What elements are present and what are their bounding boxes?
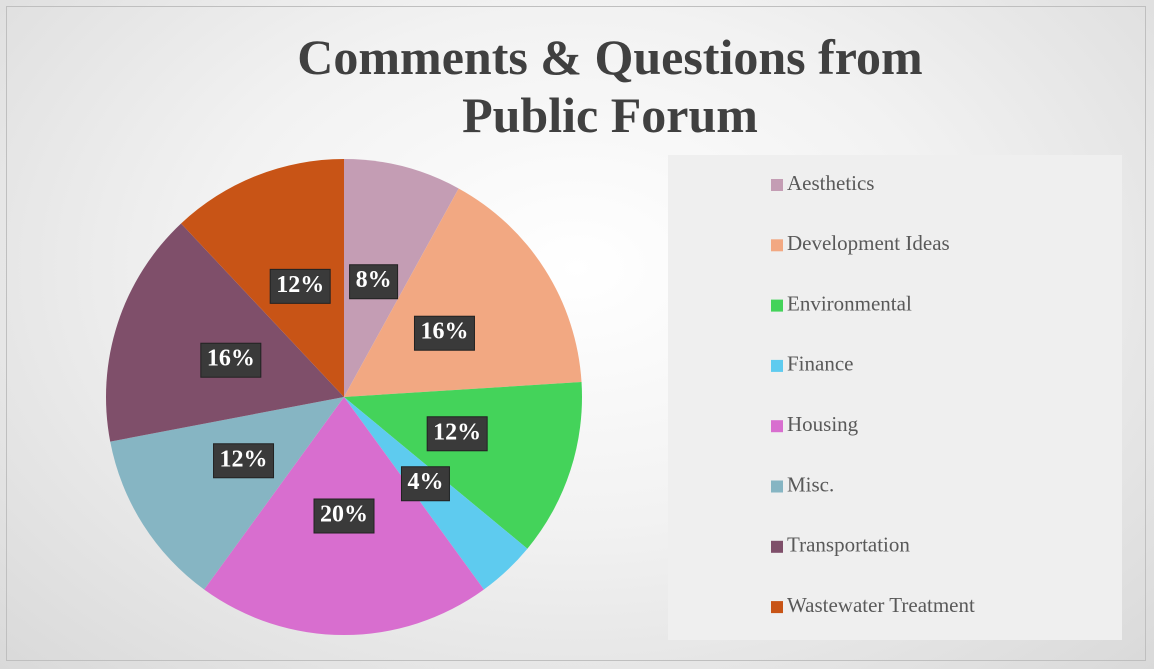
legend-swatch xyxy=(771,480,783,493)
legend-swatch xyxy=(771,601,783,614)
legend-swatch xyxy=(771,239,783,252)
data-label-box xyxy=(213,443,275,479)
data-label: 8% xyxy=(356,267,392,293)
pie-slice xyxy=(344,159,459,397)
data-label-box xyxy=(400,466,450,502)
data-label-box xyxy=(349,264,399,300)
chart-title: Comments & Questions from Public Forum xyxy=(297,29,923,143)
chart-border xyxy=(6,6,1146,661)
data-label-box xyxy=(200,342,262,378)
legend-label: Environmental xyxy=(787,291,912,315)
data-label: 20% xyxy=(320,502,368,528)
data-label-box xyxy=(269,268,331,304)
legend-swatch xyxy=(771,359,783,372)
pie-slice xyxy=(106,223,344,442)
data-label: 12% xyxy=(220,446,268,472)
data-label: 16% xyxy=(420,319,468,345)
data-label-box xyxy=(313,498,375,534)
data-label: 16% xyxy=(207,346,255,372)
legend-label: Finance xyxy=(787,352,853,376)
data-label: 4% xyxy=(407,469,443,495)
legend-label: Misc. xyxy=(787,472,834,496)
data-label-box xyxy=(426,416,488,452)
legend-swatch xyxy=(771,540,783,553)
legend-label: Housing xyxy=(787,412,859,436)
legend-label: Transportation xyxy=(787,533,910,557)
pie-slice xyxy=(344,188,582,397)
data-label: 12% xyxy=(276,272,324,298)
legend-label: Development Ideas xyxy=(787,231,950,255)
legend-swatch xyxy=(771,420,783,433)
pie-slice xyxy=(344,382,582,549)
legend-label: Wastewater Treatment xyxy=(787,593,975,617)
pie-slice xyxy=(181,159,344,397)
legend-swatch xyxy=(771,299,783,312)
data-label: 12% xyxy=(433,419,481,445)
legend-label: Aesthetics xyxy=(787,171,874,195)
legend-swatch xyxy=(771,179,783,191)
pie-slice xyxy=(110,397,344,590)
legend-box xyxy=(668,155,1122,640)
data-label-box xyxy=(413,315,475,351)
